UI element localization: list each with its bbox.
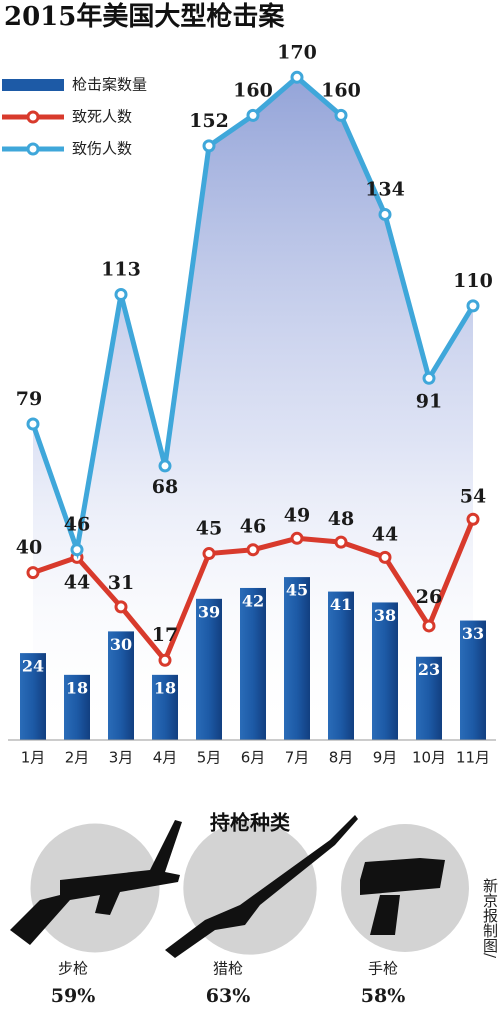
type-label: 手枪 [368, 960, 398, 978]
point [466, 512, 480, 526]
point [422, 371, 436, 385]
point [246, 108, 260, 122]
point [202, 547, 216, 561]
point [378, 207, 392, 221]
data-label: 44 [372, 523, 398, 545]
data-label: 31 [108, 572, 134, 594]
data-label: 44 [64, 571, 90, 593]
data-label: 91 [416, 390, 442, 412]
x-tick-label: 2月 [65, 749, 90, 767]
bar-label: 39 [198, 602, 220, 621]
type-label: 步枪 [58, 960, 88, 978]
bar [196, 598, 222, 740]
legend-label: 致伤人数 [72, 140, 132, 158]
data-label: 160 [321, 79, 361, 101]
x-tick-label: 7月 [285, 749, 310, 767]
chart-title: 2015年美国大型枪击案 [4, 1, 285, 32]
pistol-icon [360, 858, 445, 935]
point [70, 543, 84, 557]
x-tick-label: 9月 [373, 749, 398, 767]
point [334, 535, 348, 549]
data-label: 17 [152, 624, 178, 646]
data-label: 79 [16, 388, 42, 410]
data-label: 68 [152, 476, 178, 498]
legend-swatch [2, 79, 64, 91]
x-tick-label: 5月 [197, 749, 222, 767]
point [114, 287, 128, 301]
legend-swatch [26, 142, 40, 156]
x-tick-label: 1月 [21, 749, 46, 767]
data-label: 40 [16, 537, 42, 559]
type-value: 63% [206, 985, 251, 1007]
legend-swatch [26, 110, 40, 124]
point [378, 550, 392, 564]
data-label: 48 [328, 508, 354, 530]
data-label: 46 [64, 514, 90, 536]
area-fill [33, 77, 473, 741]
x-tick-label: 6月 [241, 749, 266, 767]
data-label: 49 [284, 504, 310, 526]
bar [460, 620, 486, 740]
point [290, 70, 304, 84]
section-title: 持枪种类 [210, 811, 290, 835]
x-tick-label: 11月 [456, 749, 490, 767]
bar-label: 18 [154, 678, 176, 697]
point [246, 543, 260, 557]
bar-label: 45 [286, 581, 308, 600]
point [158, 459, 172, 473]
data-label: 26 [416, 586, 442, 608]
bar [64, 674, 90, 740]
data-label: 54 [460, 485, 486, 507]
bar [284, 577, 310, 740]
data-label: 46 [240, 516, 266, 538]
bar [20, 653, 46, 740]
point [202, 139, 216, 153]
bar [108, 631, 134, 740]
shotgun-icon [165, 815, 358, 958]
point [114, 600, 128, 614]
credit: 新京报制图/ [481, 878, 499, 959]
data-label: 152 [189, 110, 229, 132]
bar-label: 30 [110, 635, 132, 654]
bar [328, 591, 354, 740]
bar [372, 602, 398, 740]
x-tick-label: 3月 [109, 749, 134, 767]
point [422, 619, 436, 633]
rifle-icon [10, 820, 182, 945]
bar-label: 41 [330, 595, 352, 614]
bar [240, 587, 266, 740]
point [290, 531, 304, 545]
data-label: 45 [196, 518, 222, 540]
data-label: 110 [453, 270, 493, 292]
bar-label: 33 [462, 624, 484, 643]
bar [152, 674, 178, 740]
type-label: 猎枪 [213, 960, 243, 978]
point [466, 299, 480, 313]
data-label: 113 [101, 258, 141, 280]
legend-label: 致死人数 [72, 108, 132, 126]
point [26, 417, 40, 431]
type-value: 58% [361, 985, 406, 1007]
bar-label: 42 [242, 591, 264, 610]
legend-label: 枪击案数量 [72, 76, 147, 94]
data-label: 134 [365, 178, 405, 200]
bar-label: 38 [374, 606, 396, 625]
x-tick-label: 8月 [329, 749, 354, 767]
data-label: 160 [233, 79, 273, 101]
point [158, 653, 172, 667]
data-label: 170 [277, 41, 317, 63]
x-tick-label: 10月 [412, 749, 446, 767]
bar-label: 18 [66, 678, 88, 697]
bar-label: 23 [418, 660, 440, 679]
point [334, 108, 348, 122]
bar [416, 656, 442, 740]
x-tick-label: 4月 [153, 749, 178, 767]
point [26, 566, 40, 580]
bar-label: 24 [22, 657, 44, 676]
type-value: 59% [51, 985, 96, 1007]
